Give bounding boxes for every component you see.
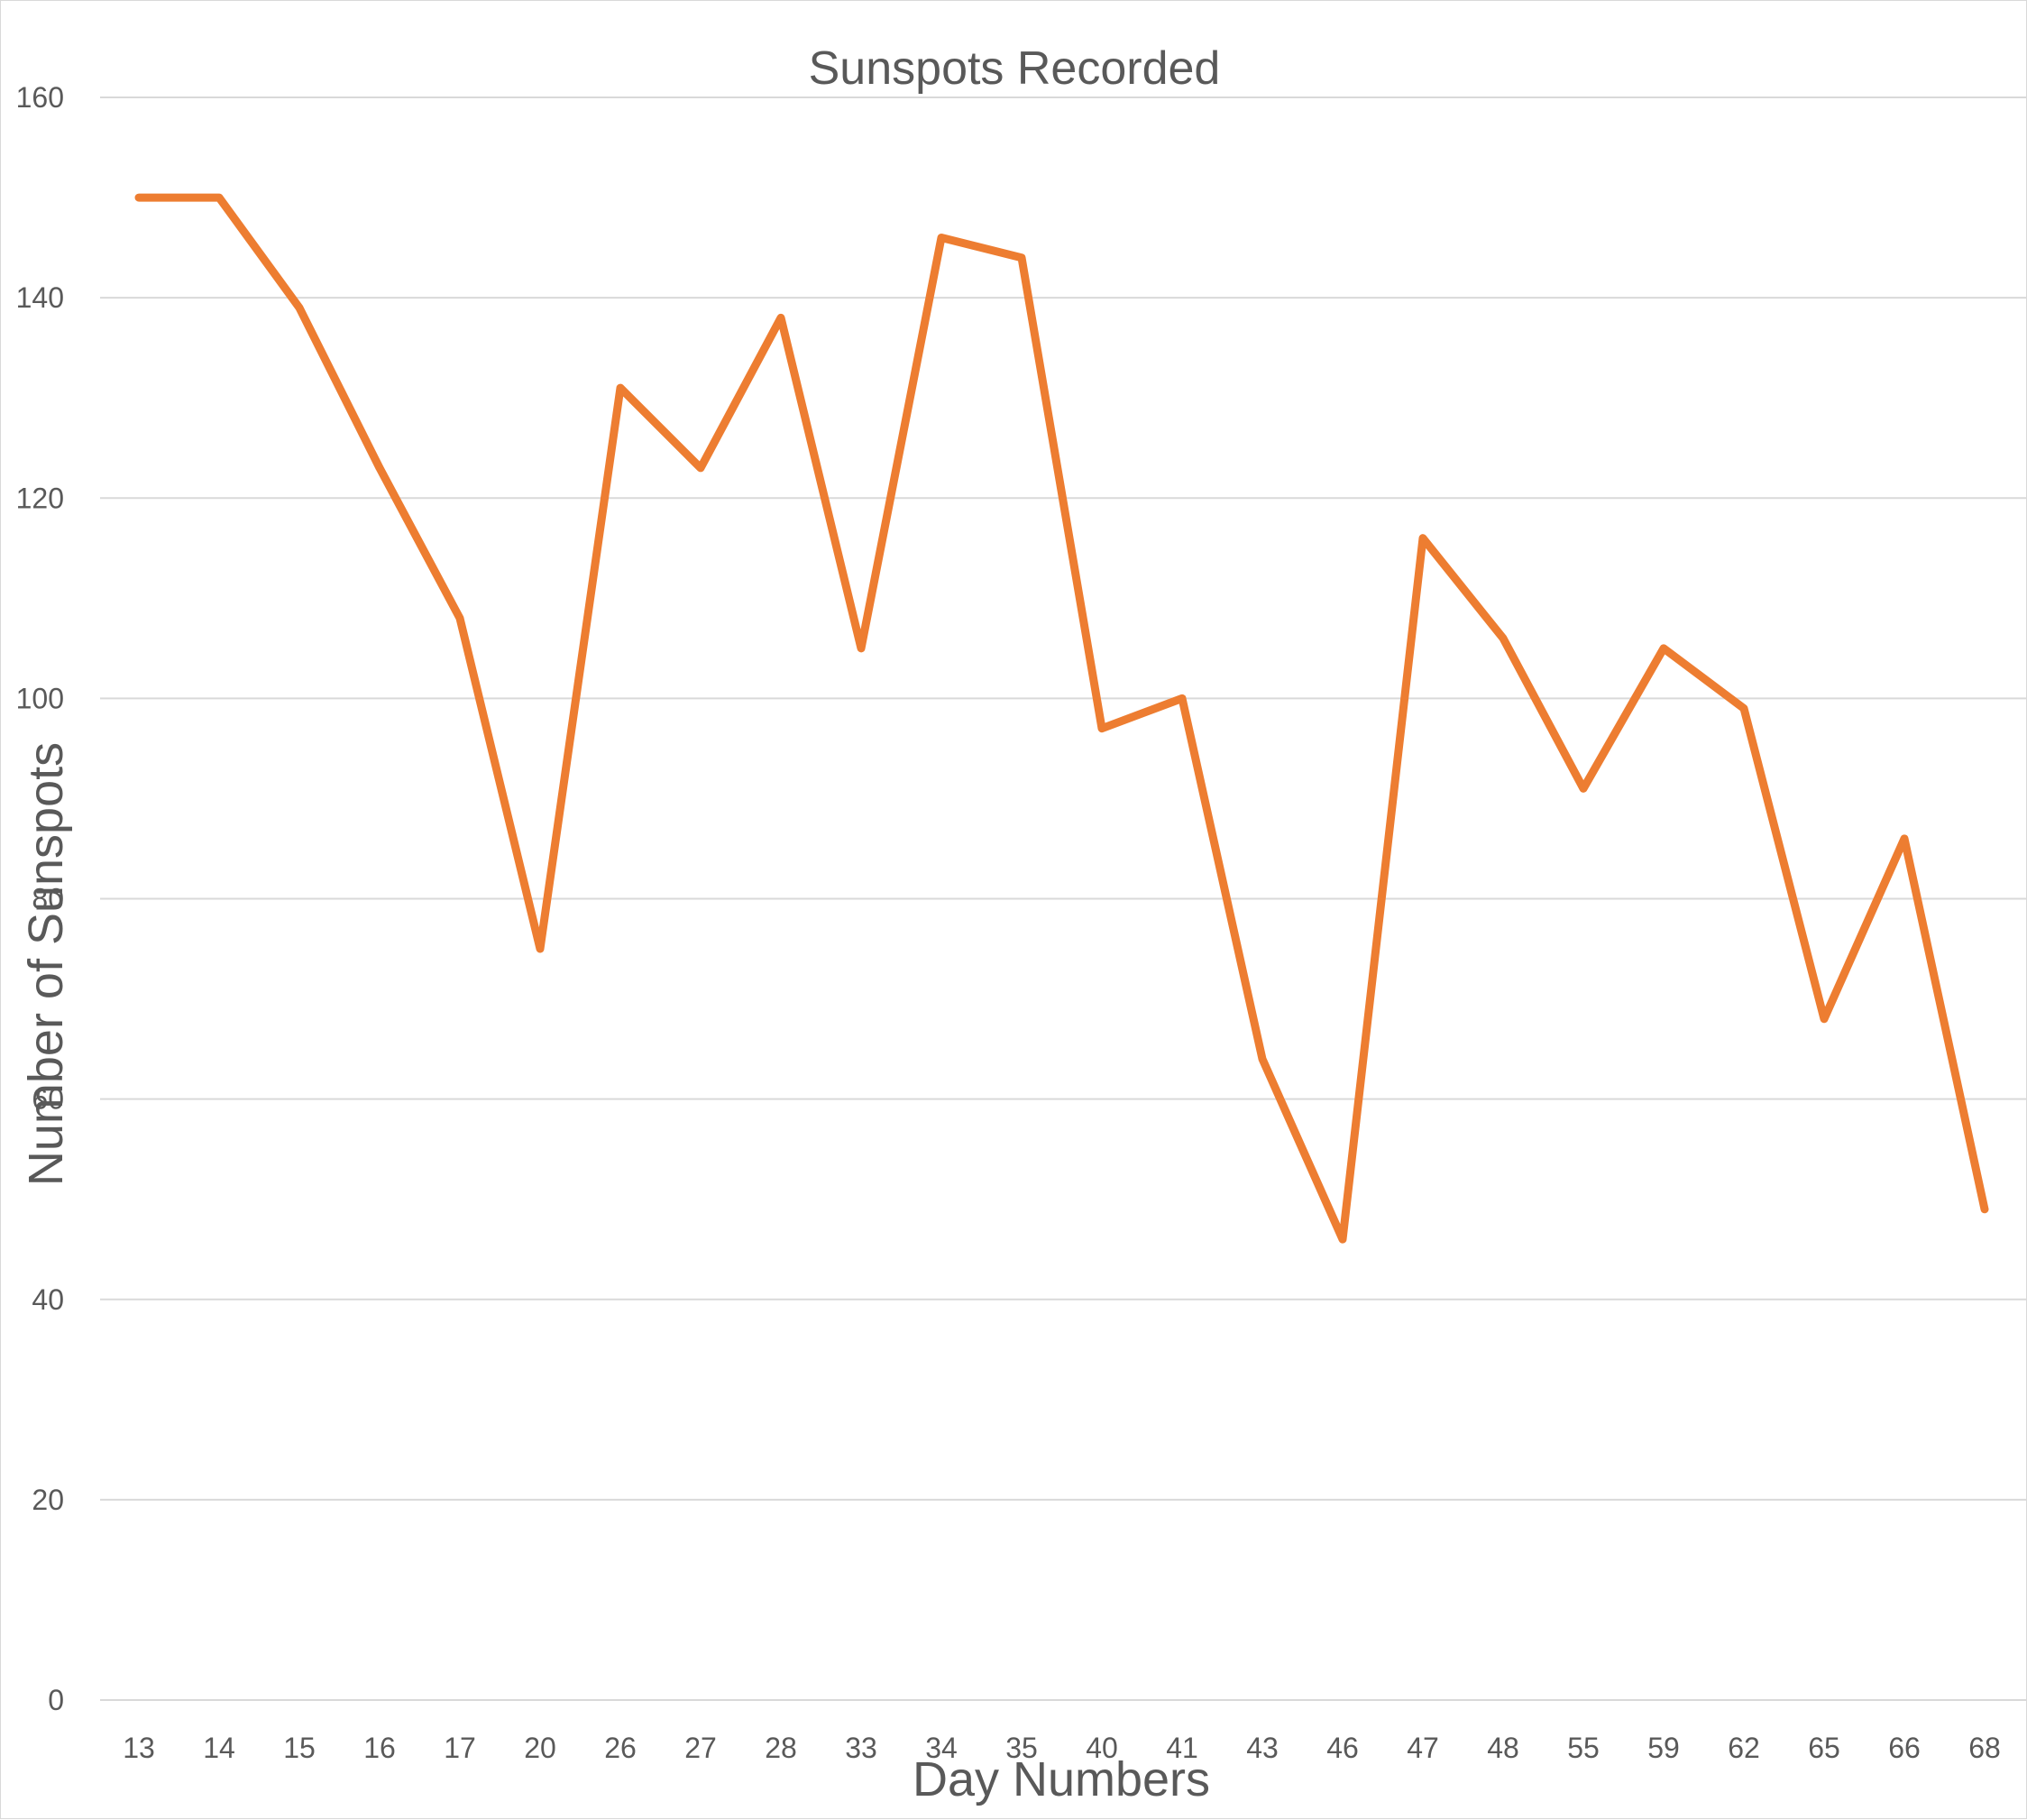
y-tick-label: 100 bbox=[16, 682, 64, 714]
x-tick-label: 15 bbox=[283, 1732, 316, 1764]
x-tick-label: 16 bbox=[363, 1732, 396, 1764]
y-tick-label: 20 bbox=[32, 1484, 64, 1516]
x-tick-label: 40 bbox=[1086, 1732, 1118, 1764]
x-tick-label: 59 bbox=[1647, 1732, 1680, 1764]
series-line bbox=[134, 193, 1989, 1244]
x-tick-label: 35 bbox=[1005, 1732, 1038, 1764]
x-tick-label: 43 bbox=[1246, 1732, 1279, 1764]
series-lines bbox=[134, 193, 1989, 1244]
x-tick-label: 65 bbox=[1808, 1732, 1840, 1764]
x-axis-title: Day Numbers bbox=[913, 1752, 1210, 1806]
x-tick-label: 26 bbox=[604, 1732, 637, 1764]
x-tick-label: 41 bbox=[1166, 1732, 1198, 1764]
x-tick-label: 28 bbox=[765, 1732, 797, 1764]
x-tick-label: 62 bbox=[1728, 1732, 1760, 1764]
y-tick-label: 40 bbox=[32, 1283, 64, 1316]
x-tick-label: 46 bbox=[1326, 1732, 1359, 1764]
y-tick-label: 80 bbox=[32, 883, 64, 915]
x-tick-label: 13 bbox=[123, 1732, 155, 1764]
x-tick-label: 34 bbox=[925, 1732, 958, 1764]
x-tick-label: 27 bbox=[684, 1732, 717, 1764]
y-tick-label: 60 bbox=[32, 1083, 64, 1116]
chart-title: Sunspots Recorded bbox=[809, 42, 1221, 95]
x-tick-label: 33 bbox=[845, 1732, 877, 1764]
x-tick-label: 20 bbox=[524, 1732, 556, 1764]
x-tick-label: 47 bbox=[1407, 1732, 1439, 1764]
y-tick-labels: 0 20 40 60 80 100 120 140 160 bbox=[16, 81, 64, 1716]
x-tick-label: 55 bbox=[1567, 1732, 1600, 1764]
y-tick-label: 160 bbox=[16, 81, 64, 114]
y-axis-title: Number of Sunspots bbox=[19, 742, 73, 1186]
x-tick-labels: 13 14 15 16 17 20 26 27 28 33 34 35 40 41 43 46 47 48 55 59… bbox=[123, 1732, 2001, 1764]
x-tick-label: 48 bbox=[1487, 1732, 1519, 1764]
y-tick-label: 120 bbox=[16, 482, 64, 514]
x-tick-label: 66 bbox=[1888, 1732, 1921, 1764]
x-tick-label: 68 bbox=[1968, 1732, 2001, 1764]
y-tick-label: 0 bbox=[48, 1684, 64, 1716]
y-tick-label: 140 bbox=[16, 281, 64, 314]
x-tick-label: 14 bbox=[203, 1732, 235, 1764]
gridlines bbox=[100, 97, 2027, 1701]
x-tick-label: 17 bbox=[444, 1732, 476, 1764]
